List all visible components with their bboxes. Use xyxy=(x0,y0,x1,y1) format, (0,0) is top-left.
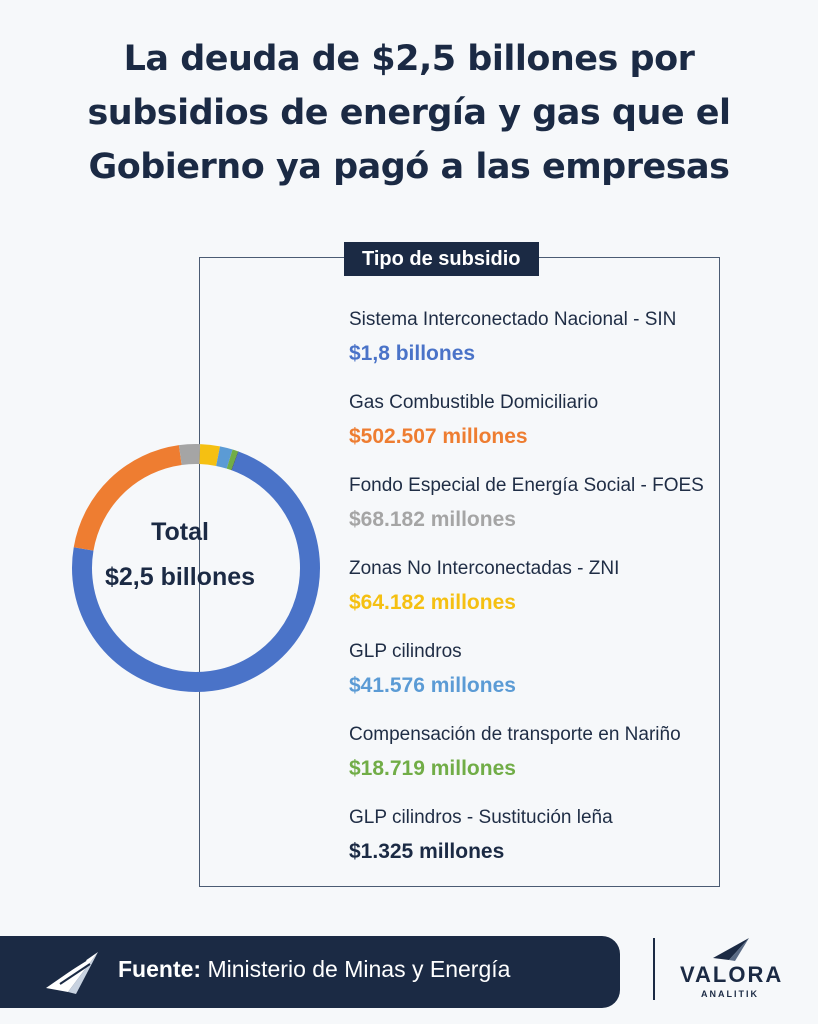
legend-title: Tipo de subsidio xyxy=(344,242,539,276)
legend-label-zni: Zonas No Interconectadas - ZNI xyxy=(349,558,620,579)
donut-center-value: $2,5 billones xyxy=(104,563,256,591)
legend-value-gas: $502.507 millones xyxy=(349,425,528,448)
source-text: Ministerio de Minas y Energía xyxy=(207,956,511,982)
brand-sub: ANALITIK xyxy=(701,989,759,999)
legend-label-lena: GLP cilindros - Sustitución leña xyxy=(349,807,613,828)
donut-slice-gas xyxy=(73,445,182,551)
footer-divider xyxy=(653,938,655,1000)
legend-value-zni: $64.182 millones xyxy=(349,591,516,614)
footer-bar xyxy=(0,936,620,1008)
legend-label-sin: Sistema Interconectado Nacional - SIN xyxy=(349,309,677,330)
legend-value-narino: $18.719 millones xyxy=(349,757,516,780)
legend-value-foes: $68.182 millones xyxy=(349,508,516,531)
legend-value-glp: $41.576 millones xyxy=(349,674,516,697)
donut-chart xyxy=(72,444,320,692)
donut-slice-glp xyxy=(216,446,233,469)
donut-slice-sin xyxy=(72,451,320,692)
brand-name: VALORA xyxy=(680,962,784,987)
donut-slice-zni xyxy=(199,444,221,467)
donut-slice-narino xyxy=(226,449,239,471)
donut-slice-foes xyxy=(178,444,201,466)
legend-label-foes: Fondo Especial de Energía Social - FOES xyxy=(349,475,704,496)
title-line-3: Gobierno ya pagó a las empresas xyxy=(88,147,730,187)
title-line-1: La deuda de $2,5 billones por xyxy=(123,39,695,79)
source-label: Fuente: xyxy=(118,956,202,982)
legend-label-gas: Gas Combustible Domiciliario xyxy=(349,392,599,413)
legend-value-lena: $1.325 millones xyxy=(349,840,505,863)
valora-logo-icon xyxy=(713,938,749,961)
page-title: La deuda de $2,5 billones por subsidios … xyxy=(60,32,758,194)
brand-logo: VALORA ANALITIK xyxy=(680,962,784,999)
title-line-2: subsidios de energía y gas que el xyxy=(87,93,731,133)
legend-label-glp: GLP cilindros xyxy=(349,641,462,662)
paper-plane-icon xyxy=(46,952,98,994)
source-note: Fuente: Ministerio de Minas y Energía xyxy=(118,956,510,983)
legend-value-sin: $1,8 billones xyxy=(349,342,476,365)
donut-center-label: Total xyxy=(151,518,209,546)
legend-label-narino: Compensación de transporte en Nariño xyxy=(349,724,681,745)
